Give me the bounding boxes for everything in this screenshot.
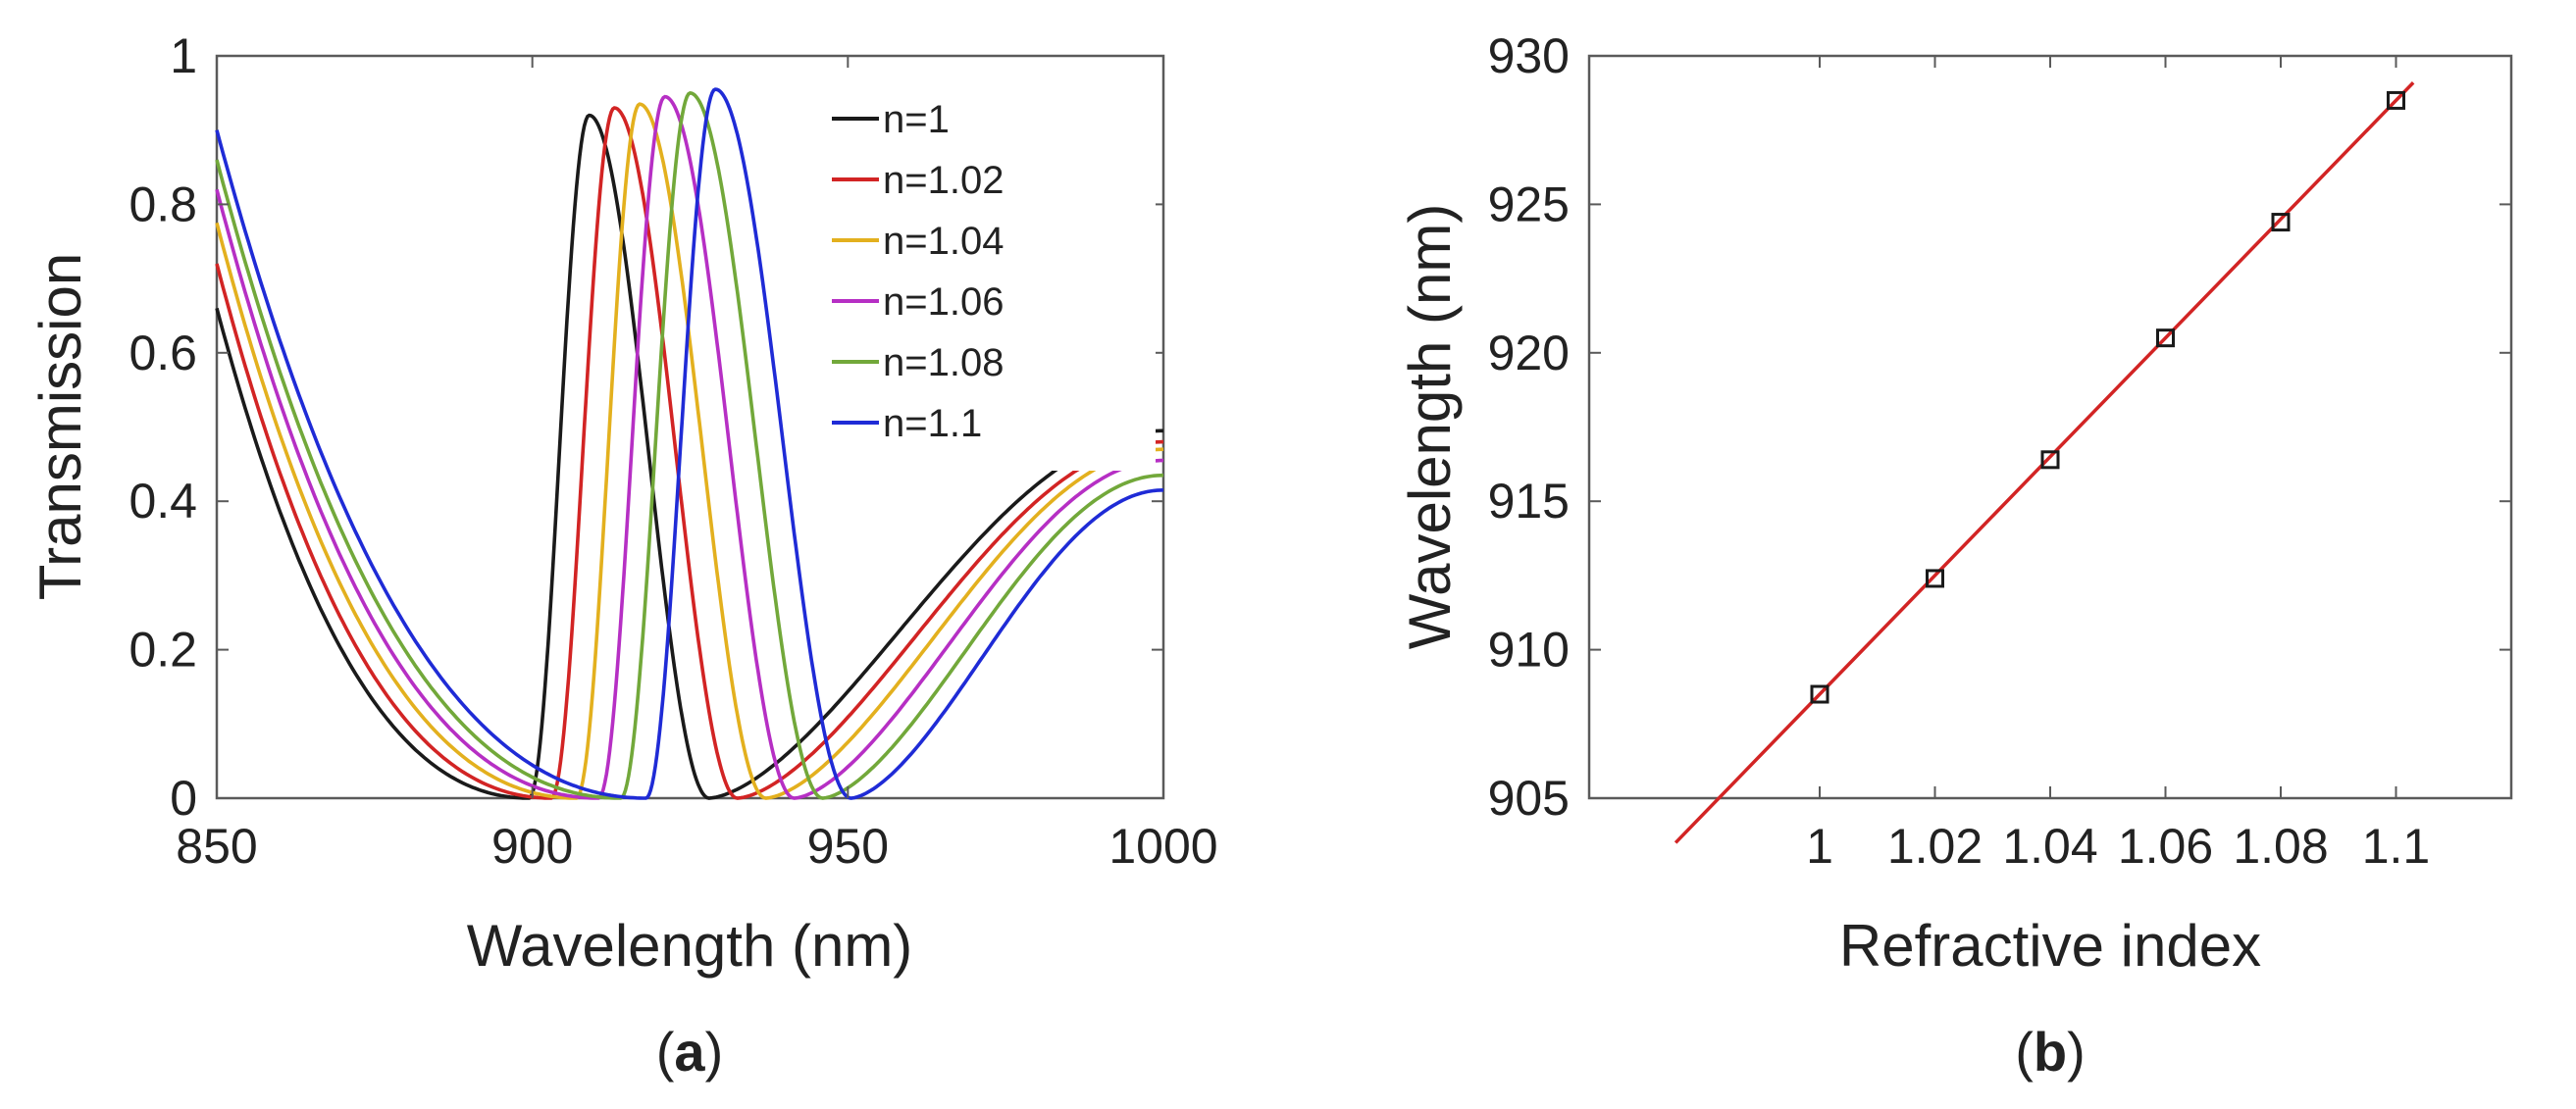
data-point [1810, 684, 1829, 704]
x-tick-label: 1.08 [2233, 819, 2328, 874]
x-tick-label: 950 [807, 819, 889, 874]
series-line-n1-04 [215, 102, 1164, 800]
chart-b-panel-letter: b [2034, 1021, 2067, 1083]
chart-a-series-group [215, 87, 1164, 800]
chart-a-legend: n=1 n=1.02 n=1.04 n=1.06 n=1.08 n=1.1 [822, 83, 1156, 471]
y-tick-label: 0.8 [129, 176, 197, 231]
y-tick-label: 0 [170, 771, 197, 826]
legend-label: n=1.08 [883, 341, 1004, 384]
chart-b-xlabel: Refractive index [1839, 913, 2261, 979]
x-tick-label: 1000 [1108, 819, 1217, 874]
data-point [2387, 90, 2405, 110]
legend-label: n=1.1 [883, 402, 982, 445]
legend-label: n=1 [883, 98, 950, 141]
data-point [2040, 450, 2060, 470]
legend-box [822, 83, 1156, 471]
x-tick-label: 1.02 [1887, 819, 1983, 874]
x-tick-label: 1.1 [2362, 819, 2431, 874]
series-line-n1-02 [215, 106, 1164, 800]
legend-label: n=1.02 [883, 159, 1004, 202]
chart-b-points-group [1810, 90, 2405, 704]
data-point [1926, 569, 1944, 588]
y-tick-label: 920 [1488, 326, 1570, 380]
y-tick-label: 905 [1488, 771, 1570, 826]
x-tick-label: 900 [491, 819, 573, 874]
series-line-n1-1 [215, 87, 1164, 800]
y-tick-label: 0.2 [129, 623, 197, 678]
legend-label: n=1.04 [883, 220, 1004, 263]
series-line-n1 [215, 113, 1163, 800]
y-tick-label: 1 [170, 28, 197, 83]
data-point [2156, 328, 2175, 348]
fit-line [1674, 81, 2415, 844]
y-tick-label: 925 [1488, 176, 1570, 231]
legend-label: n=1.06 [883, 280, 1004, 324]
chart-b-plot-area [1587, 54, 2513, 800]
chart-a-axes: 850 900 950 1000 0 0.2 0.4 0.6 0.8 1 [129, 28, 1217, 874]
data-point [2271, 213, 2291, 232]
chart-a-xlabel: Wavelength (nm) [467, 913, 913, 979]
y-tick-label: 930 [1488, 28, 1570, 83]
chart-a-panel-letter: a [674, 1021, 705, 1083]
y-tick-label: 910 [1488, 623, 1570, 678]
series-line-n1-06 [215, 94, 1163, 800]
y-tick-label: 0.6 [129, 326, 197, 380]
x-tick-label: 1.04 [2002, 819, 2097, 874]
y-tick-label: 0.4 [129, 474, 197, 529]
chart-b-fit-group [1674, 81, 2415, 844]
chart-b-panel-label: (b) [2015, 1021, 2086, 1083]
x-tick-label: 1.06 [2118, 819, 2213, 874]
x-tick-label: 1 [1806, 819, 1833, 874]
x-tick-label: 850 [176, 819, 257, 874]
chart-a-ylabel: Transmission [27, 253, 93, 601]
chart-b: 1 1.02 1.04 1.06 1.08 1.1 905 910 915 920 925 930 R… [1397, 28, 2513, 1083]
y-tick-label: 915 [1488, 474, 1570, 529]
chart-a-panel-label: (a) [656, 1021, 723, 1083]
chart-b-axes: 1 1.02 1.04 1.06 1.08 1.1 905 910 915 920 925 930 [1488, 28, 2511, 874]
chart-b-ylabel: Wavelength (nm) [1397, 204, 1463, 650]
